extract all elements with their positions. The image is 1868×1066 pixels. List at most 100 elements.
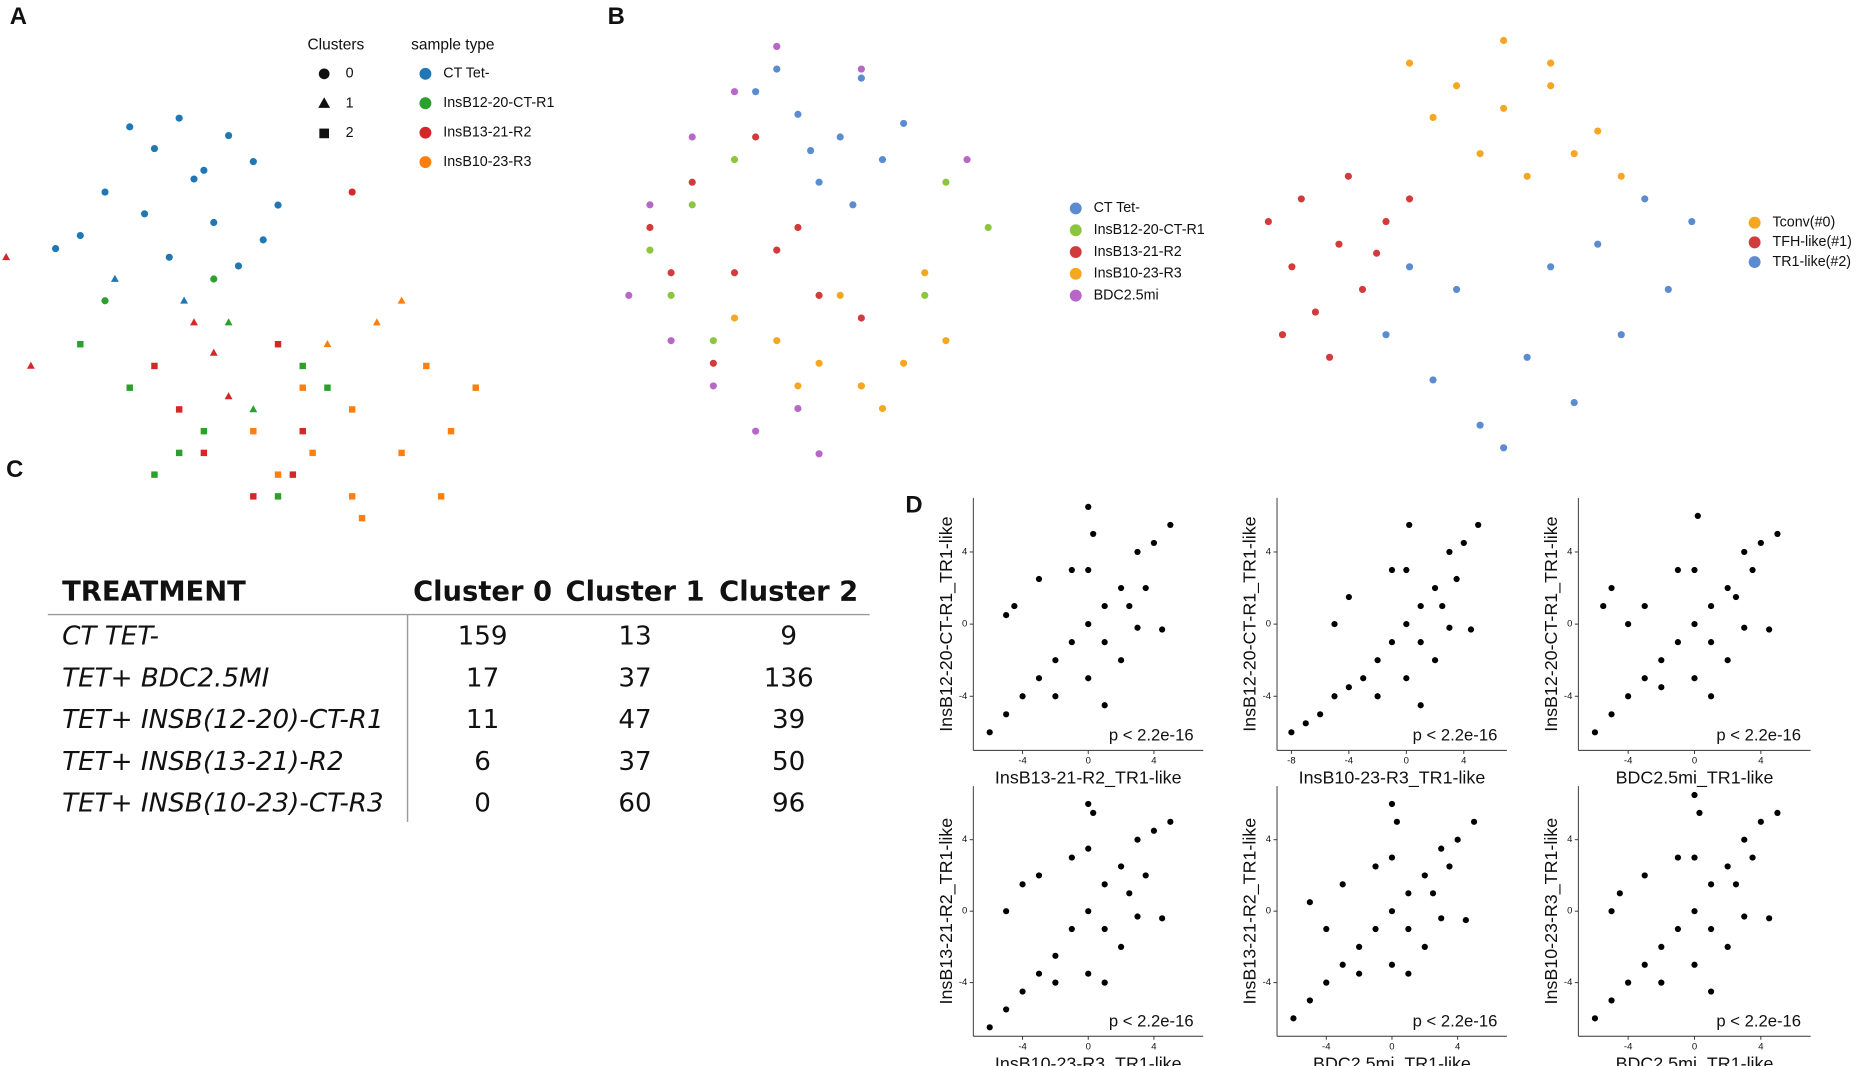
point (1724, 863, 1731, 870)
y-tick-label: 4 (962, 834, 968, 845)
point (1317, 711, 1324, 718)
point (1388, 800, 1396, 808)
annotation: p < 2.2e-16 (1413, 1011, 1498, 1030)
point (921, 291, 929, 299)
point (1749, 854, 1756, 861)
point (1090, 809, 1097, 816)
point (274, 471, 282, 478)
y-tick-label: 0 (1266, 906, 1271, 917)
x-tick-label: 0 (1389, 1041, 1394, 1052)
x-axis-label: InsB10-23-R3_TR1-like (995, 1054, 1182, 1066)
point (1429, 376, 1437, 384)
legend-swatch (1748, 256, 1761, 268)
point (1641, 675, 1648, 682)
point (1264, 217, 1272, 226)
x-axis-label: BDC2.5mi_TR1-like (1313, 1054, 1471, 1066)
table-cell: 159 (458, 622, 508, 652)
table-cell: 50 (772, 747, 805, 777)
y-tick-label: 4 (1266, 834, 1272, 845)
point (1345, 593, 1352, 601)
point (151, 362, 158, 370)
point (1090, 530, 1097, 538)
point (857, 382, 865, 390)
table-cell: 13 (618, 622, 651, 652)
point (688, 178, 696, 186)
point (667, 269, 675, 277)
point (1766, 915, 1773, 922)
legend-label: 2 (346, 125, 354, 141)
point (1467, 626, 1475, 633)
point (646, 223, 654, 232)
x-tick-label: 0 (1404, 756, 1409, 767)
legend-swatch (419, 97, 432, 110)
point (1431, 584, 1439, 592)
x-tick-label: 0 (1692, 1041, 1697, 1052)
point (1167, 521, 1174, 529)
point (1774, 809, 1781, 816)
point (224, 318, 233, 326)
point (1101, 881, 1108, 888)
point (165, 253, 173, 261)
point (1167, 818, 1174, 825)
legend-label: CT Tet- (1094, 200, 1141, 216)
point (299, 427, 306, 435)
legend-swatch (419, 126, 432, 139)
x-axis-label: InsB10-23-R3_TR1-like (1299, 768, 1486, 789)
point (200, 449, 208, 457)
point (857, 74, 865, 82)
point (1406, 521, 1413, 529)
point (1691, 621, 1698, 628)
point (900, 119, 908, 127)
point (688, 201, 696, 209)
point (773, 246, 781, 254)
point (1732, 593, 1740, 601)
point (1732, 881, 1740, 888)
point (878, 404, 887, 413)
point (1085, 970, 1092, 977)
point (1003, 612, 1010, 619)
point (1052, 952, 1059, 959)
point (1429, 890, 1437, 897)
point (1117, 943, 1125, 950)
point (1691, 791, 1698, 799)
x-tick-label: 0 (1692, 756, 1697, 767)
y-tick-label: -4 (1564, 977, 1573, 988)
point (773, 337, 781, 345)
point (140, 210, 149, 218)
point (1421, 943, 1428, 950)
legend-swatch (419, 156, 432, 169)
table-cell: 60 (618, 788, 651, 818)
point (1297, 195, 1305, 203)
point (1373, 249, 1381, 257)
point (1641, 872, 1648, 879)
legend-label: CT Tet- (443, 66, 490, 82)
annotation: p < 2.2e-16 (1413, 725, 1498, 744)
row-label: TET+ INSB(12-20)-CT-R1 (62, 705, 384, 735)
point (1476, 150, 1484, 158)
point (175, 449, 183, 457)
point (1403, 566, 1410, 574)
point (1019, 881, 1026, 888)
point (1625, 621, 1632, 628)
point (1438, 845, 1445, 852)
point (1068, 566, 1075, 574)
point (836, 133, 844, 141)
table-header: TREATMENT (62, 577, 246, 608)
point (1625, 979, 1632, 986)
point (1741, 836, 1748, 843)
point (1388, 639, 1396, 646)
annotation: p < 2.2e-16 (1716, 725, 1801, 744)
point (1134, 624, 1141, 631)
legend-swatch (1069, 224, 1082, 237)
x-tick-label: 4 (1758, 756, 1764, 767)
point (1306, 997, 1313, 1004)
point (752, 133, 760, 141)
point (1594, 127, 1602, 135)
point (1691, 854, 1698, 861)
point (358, 514, 366, 522)
point (224, 392, 233, 400)
point (437, 493, 445, 500)
point (348, 406, 356, 413)
y-tick-label: 0 (962, 906, 967, 917)
point (1707, 693, 1715, 700)
